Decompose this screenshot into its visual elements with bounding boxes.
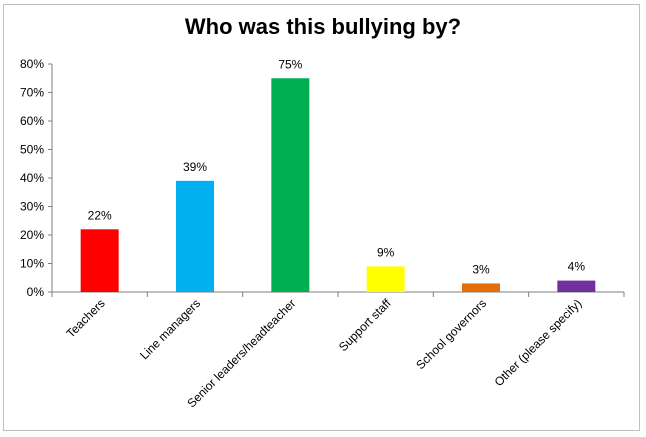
- x-tick-label: Support staff: [336, 296, 394, 354]
- chart-frame: [3, 4, 640, 431]
- y-tick-label: 0%: [27, 285, 45, 299]
- x-tick-label: Senior leaders/headteacher: [184, 296, 298, 410]
- data-label: 4%: [568, 260, 586, 274]
- bars: [80, 78, 596, 292]
- y-tick-label: 40%: [20, 171, 44, 185]
- y-tick-label: 10%: [20, 257, 44, 271]
- data-label: 75%: [278, 57, 302, 71]
- bar: [557, 280, 596, 292]
- axes: [48, 63, 625, 297]
- bar: [366, 266, 405, 292]
- data-label: 3%: [472, 262, 490, 276]
- y-tick-label: 50%: [20, 143, 44, 157]
- y-tick-label: 60%: [20, 114, 44, 128]
- bar: [80, 229, 119, 292]
- y-tick-labels: 0% 10% 20% 30% 40% 50% 60% 70% 80%: [20, 57, 44, 299]
- bar: [176, 180, 214, 292]
- data-label: 22%: [88, 208, 112, 222]
- data-label: 39%: [183, 160, 207, 174]
- y-tick-label: 80%: [20, 57, 44, 71]
- x-tick-label: Line managers: [137, 296, 203, 362]
- y-tick-label: 70%: [20, 86, 44, 100]
- x-tick-label: Teachers: [63, 296, 107, 340]
- y-tick-label: 30%: [20, 200, 44, 214]
- data-labels: 22% 39% 75% 9% 3% 4%: [88, 57, 586, 276]
- x-tick-label: Other (please specify): [492, 296, 585, 389]
- chart-title: Who was this bullying by?: [184, 14, 462, 39]
- y-tick-label: 20%: [20, 228, 44, 242]
- data-label: 9%: [377, 245, 395, 259]
- bar: [462, 283, 500, 292]
- x-tick-label: School governors: [413, 296, 489, 372]
- bar: [271, 78, 310, 292]
